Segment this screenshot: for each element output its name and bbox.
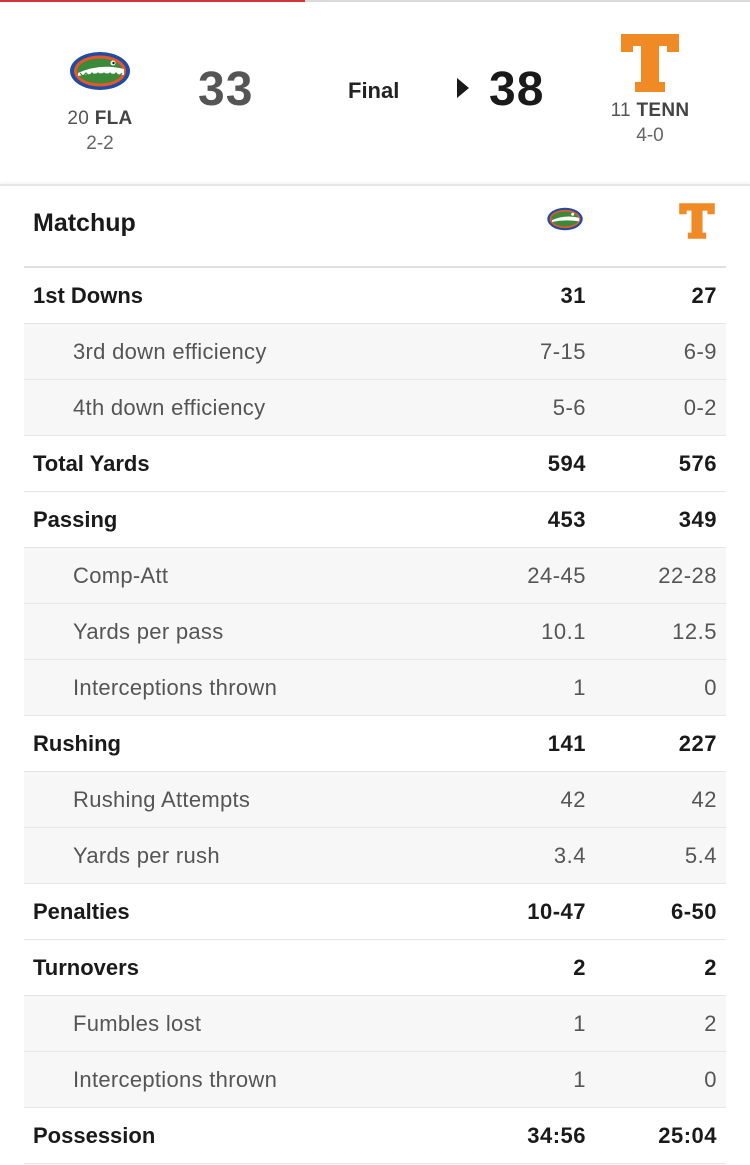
power-t-logo bbox=[600, 32, 700, 94]
stat-row: Comp-Att 24-45 22-28 bbox=[24, 548, 726, 604]
home-value: 12.5 bbox=[672, 619, 717, 644]
stat-label: Possession bbox=[33, 1123, 156, 1148]
home-value: 349 bbox=[678, 507, 717, 532]
away-value: 1 bbox=[573, 675, 586, 700]
stat-label: Turnovers bbox=[33, 955, 139, 980]
away-abbr: FLA bbox=[94, 108, 133, 129]
home-value: 6-50 bbox=[670, 899, 717, 924]
away-team[interactable]: 20 FLA 2-2 bbox=[50, 40, 150, 155]
home-value: 2 bbox=[704, 955, 717, 980]
home-value: 0-2 bbox=[683, 395, 717, 420]
matchup-title: Matchup bbox=[33, 209, 136, 237]
away-value: 453 bbox=[547, 507, 586, 532]
stat-row: Yards per pass 10.1 12.5 bbox=[24, 604, 726, 660]
stat-label: Fumbles lost bbox=[73, 1011, 202, 1036]
home-value: 6-9 bbox=[683, 339, 717, 364]
home-value: 0 bbox=[704, 1067, 717, 1092]
stat-label: Penalties bbox=[33, 899, 130, 924]
away-value: 24-45 bbox=[527, 563, 586, 588]
gator-logo bbox=[50, 40, 150, 102]
stats-table: 1st Downs 31 27 3rd down efficiency 7-15 6-9 4… bbox=[24, 268, 726, 1164]
matchup-header: Matchup bbox=[24, 186, 726, 268]
home-score: 38 bbox=[489, 63, 545, 116]
away-rank: 20 bbox=[67, 108, 90, 129]
home-value: 5.4 bbox=[684, 843, 717, 868]
stat-label: Yards per rush bbox=[73, 843, 220, 868]
home-rank: 11 bbox=[610, 100, 631, 121]
away-value: 7-15 bbox=[539, 339, 586, 364]
home-abbr: TENN bbox=[636, 100, 690, 121]
home-value: 25:04 bbox=[658, 1123, 717, 1148]
home-value: 27 bbox=[691, 283, 717, 308]
stat-row: Interceptions thrown 1 0 bbox=[24, 1052, 726, 1108]
matchup-card: Matchup 1st Downs 31 27 3rd down efficiency… bbox=[0, 184, 750, 1165]
home-value: 227 bbox=[678, 731, 717, 756]
active-tab-indicator bbox=[0, 0, 305, 2]
stat-row: Interceptions thrown 1 0 bbox=[24, 660, 726, 716]
stat-label: 1st Downs bbox=[33, 283, 144, 308]
away-value: 10-47 bbox=[527, 899, 586, 924]
away-value: 34:56 bbox=[527, 1123, 586, 1148]
stat-label: Rushing bbox=[33, 731, 121, 756]
away-value: 594 bbox=[547, 451, 586, 476]
away-value: 1 bbox=[573, 1011, 586, 1036]
stat-row: Possession 34:56 25:04 bbox=[24, 1108, 726, 1164]
away-value: 1 bbox=[573, 1067, 586, 1092]
away-value: 10.1 bbox=[541, 619, 586, 644]
stat-row: Turnovers 2 2 bbox=[24, 940, 726, 996]
away-value: 5-6 bbox=[552, 395, 586, 420]
top-divider bbox=[0, 0, 750, 2]
away-value: 2 bbox=[573, 955, 586, 980]
away-value: 141 bbox=[547, 731, 586, 756]
away-record: 2-2 bbox=[86, 133, 114, 154]
home-value: 2 bbox=[704, 1011, 717, 1036]
stat-row: 4th down efficiency 5-6 0-2 bbox=[24, 380, 726, 436]
power-t-icon bbox=[678, 202, 716, 245]
away-value: 31 bbox=[560, 283, 586, 308]
stat-label: 4th down efficiency bbox=[73, 395, 266, 420]
stat-row: 3rd down efficiency 7-15 6-9 bbox=[24, 324, 726, 380]
home-value: 0 bbox=[704, 675, 717, 700]
home-team[interactable]: 11 TENN 4-0 bbox=[600, 32, 700, 147]
stat-label: Passing bbox=[33, 507, 118, 532]
stat-row: Rushing 141 227 bbox=[24, 716, 726, 772]
home-value: 576 bbox=[678, 451, 717, 476]
stat-label: Yards per pass bbox=[73, 619, 224, 644]
away-score: 33 bbox=[198, 63, 254, 116]
home-record: 4-0 bbox=[636, 125, 664, 146]
stat-label: 3rd down efficiency bbox=[73, 339, 267, 364]
stat-label: Total Yards bbox=[33, 451, 150, 476]
stat-label: Interceptions thrown bbox=[73, 1067, 278, 1092]
away-value: 3.4 bbox=[553, 843, 586, 868]
stat-row: Penalties 10-47 6-50 bbox=[24, 884, 726, 940]
stat-label: Comp-Att bbox=[73, 563, 169, 588]
stat-row: Rushing Attempts 42 42 bbox=[24, 772, 726, 828]
home-value: 22-28 bbox=[658, 563, 717, 588]
game-status: Final bbox=[348, 78, 400, 103]
gator-icon bbox=[546, 206, 584, 237]
stat-row: Fumbles lost 1 2 bbox=[24, 996, 726, 1052]
stat-row: 1st Downs 31 27 bbox=[24, 268, 726, 324]
stat-label: Rushing Attempts bbox=[73, 787, 251, 812]
away-value: 42 bbox=[560, 787, 586, 812]
home-value: 42 bbox=[691, 787, 717, 812]
stat-label: Interceptions thrown bbox=[73, 675, 278, 700]
stat-row: Yards per rush 3.4 5.4 bbox=[24, 828, 726, 884]
stat-row: Passing 453 349 bbox=[24, 492, 726, 548]
scoreboard-header: 20 FLA 2-2 33 Final 38 11 TENN 4-0 bbox=[0, 2, 750, 184]
triangle-right-icon bbox=[457, 78, 469, 98]
stat-row: Total Yards 594 576 bbox=[24, 436, 726, 492]
